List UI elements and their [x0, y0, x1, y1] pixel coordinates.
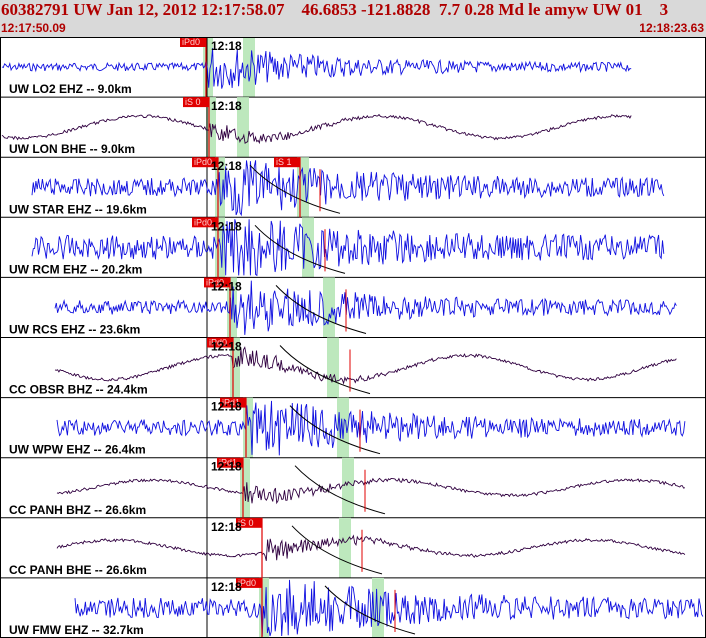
pick-label: iS 1 — [276, 157, 292, 167]
travel-time-curve — [324, 585, 416, 635]
window-band — [339, 517, 351, 578]
phase-pick-marker[interactable]: iPd0 — [236, 577, 263, 638]
window-band — [215, 217, 225, 278]
pick-label: iPd0 — [194, 217, 212, 227]
phase-pick-marker[interactable]: iPd1 — [217, 457, 244, 518]
window-band — [323, 277, 335, 338]
pick-label-box — [204, 277, 230, 288]
trace-row: iPd0 12:18 UW LO2 EHZ -- 9.0km — [0, 37, 706, 98]
time-tick-label: 12:18 — [211, 340, 242, 354]
window-end-time: 12:18:23.63 — [639, 21, 704, 35]
waveform — [74, 579, 704, 637]
time-tick-label: 12:18 — [211, 580, 242, 594]
waveform — [31, 160, 665, 217]
window-band — [243, 397, 253, 458]
pick-label: iS 0 — [185, 97, 201, 107]
phase-pick-marker[interactable]: iPd0 — [192, 217, 219, 278]
waveform — [1, 48, 632, 89]
pick-label: iPd1 — [222, 398, 240, 408]
window-band — [337, 397, 349, 458]
time-tick-label: 12:18 — [211, 99, 242, 113]
window-band — [342, 457, 354, 518]
waveform — [56, 534, 686, 562]
station-label: CC PANH BHE -- 26.6km — [9, 563, 147, 577]
phase-pick-marker[interactable]: iS 0 — [236, 517, 263, 578]
travel-time-curve — [279, 345, 371, 395]
time-tick-label: 12:18 — [211, 520, 242, 534]
travel-time-curve — [294, 465, 386, 515]
waveform — [54, 346, 677, 385]
phase-pick-marker[interactable]: iPd0 — [204, 277, 231, 338]
pick-label: iPd0 — [194, 157, 212, 167]
phase-pick-marker[interactable]: iPd1 — [220, 397, 247, 458]
pick-label-box — [192, 217, 218, 228]
travel-time-curve — [254, 224, 346, 274]
phase-pick-marker[interactable]: iS 1 — [274, 157, 301, 218]
waveform — [1, 113, 632, 145]
pick-label: iS 0 — [238, 518, 254, 528]
time-tick-label: 12:18 — [211, 219, 242, 233]
time-tick-label: 12:18 — [211, 279, 242, 293]
station-label: UW FMW EHZ -- 32.7km — [9, 623, 144, 637]
phase-pick-marker[interactable]: iS 0 — [183, 97, 210, 158]
window-band — [243, 37, 255, 98]
time-tick-label: 12:18 — [211, 400, 242, 414]
window-start-time: 12:17:50.09 — [1, 21, 66, 35]
pick-label-box — [236, 577, 262, 588]
window-band — [206, 97, 216, 158]
phase-pick-marker[interactable]: iPd0 — [207, 337, 234, 398]
phase-pick-marker[interactable]: iPd0 — [192, 157, 219, 218]
trace-row: iS 0 12:18 UW LON BHE -- 9.0km — [0, 97, 706, 158]
window-band — [230, 337, 240, 398]
waveform — [31, 219, 665, 277]
station-label: UW LON BHE -- 9.0km — [9, 142, 135, 156]
pick-label: iPd0 — [182, 37, 200, 47]
travel-time-curve — [291, 525, 383, 575]
trace-row: iPd0 iS 1 12:18 UW STAR EHZ -- 19.6km — [0, 157, 706, 218]
time-tick-label: 12:18 — [211, 39, 242, 53]
travel-time-curve — [275, 285, 367, 334]
pick-label-box — [207, 337, 233, 348]
station-label: CC OBSR BHZ -- 24.4km — [9, 383, 148, 397]
phase-pick-marker[interactable]: iPd0 — [180, 37, 207, 98]
pick-label: iPd0 — [206, 277, 224, 287]
travel-time-curve — [289, 405, 381, 455]
pick-label-box — [217, 457, 243, 468]
pick-label-box — [180, 37, 206, 47]
trace-row: iS 012:18 CC PANH BHE -- 26.6km — [0, 517, 706, 579]
time-tick-label: 12:18 — [211, 159, 242, 173]
station-label: UW WPW EHZ -- 26.4km — [9, 443, 146, 457]
station-label: UW RCS EHZ -- 23.6km — [9, 323, 140, 337]
station-label: UW LO2 EHZ -- 9.0km — [9, 82, 132, 96]
window-band — [327, 337, 339, 398]
pick-label-box — [192, 157, 218, 168]
waveform — [54, 280, 677, 335]
window-band — [203, 37, 213, 98]
pick-label-box — [236, 517, 262, 528]
pick-label: iPd1 — [219, 458, 237, 468]
header-bar: 60382791 UW Jan 12, 2012 12:17:58.07 46.… — [0, 0, 706, 37]
station-label: CC PANH BHZ -- 26.6km — [9, 503, 146, 517]
pick-label-box — [220, 397, 246, 408]
pick-label: iPd0 — [238, 578, 256, 588]
pick-label: iPd0 — [209, 338, 227, 348]
pick-label-box — [183, 97, 209, 108]
event-summary: 60382791 UW Jan 12, 2012 12:17:58.07 46.… — [1, 0, 669, 19]
travel-time-curve — [249, 164, 341, 214]
window-band — [240, 457, 250, 518]
station-label: UW STAR EHZ -- 19.6km — [9, 202, 147, 216]
waveform — [56, 400, 686, 456]
station-label: UW RCM EHZ -- 20.2km — [9, 262, 142, 276]
pick-label-box — [274, 157, 300, 168]
time-tick-label: 12:18 — [211, 460, 242, 474]
waveform — [56, 477, 686, 505]
